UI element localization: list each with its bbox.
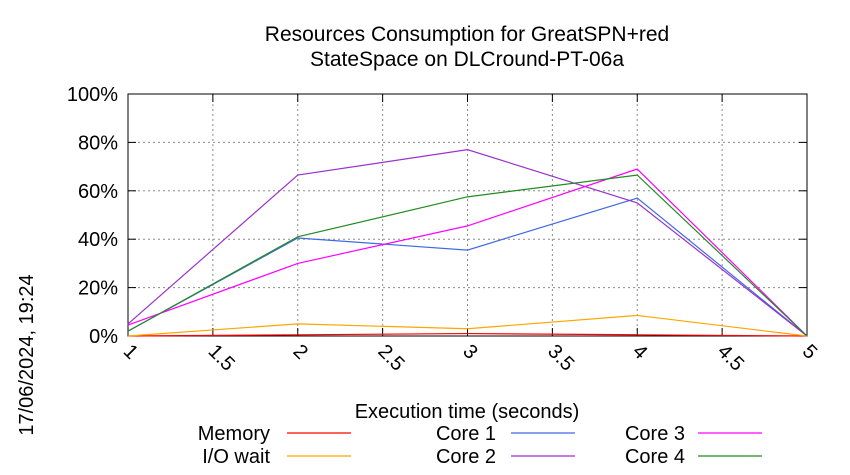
series-line-core-1 — [127, 197, 808, 337]
series-line-core-2 — [127, 149, 808, 337]
legend-label: Core 1 — [436, 423, 496, 445]
y-tick-label: 80% — [78, 132, 118, 154]
legend-item: Memory — [198, 423, 351, 445]
x-tick-label: 1 — [119, 340, 142, 363]
x-tick-label: 2.5 — [373, 340, 408, 375]
legend-item: Core 4 — [625, 446, 762, 468]
legend-item: Core 2 — [436, 446, 575, 468]
y-axis-ticks: 0% 20% 40% 60% 80% 100% — [67, 84, 807, 348]
x-tick-label: 4.5 — [713, 340, 748, 375]
legend-label: Core 4 — [625, 446, 685, 468]
legend-item: Core 3 — [625, 423, 762, 445]
legend-item: I/O wait — [202, 446, 351, 468]
y-tick-label: 40% — [78, 229, 118, 251]
y-tick-label: 60% — [78, 181, 118, 203]
series-line-core-4 — [127, 174, 808, 337]
chart-title-line-2: StateSpace on DLCround-PT-06a — [310, 48, 624, 71]
x-tick-label: 3.5 — [543, 340, 578, 375]
y-tick-label: 100% — [67, 84, 118, 106]
x-tick-label: 2 — [289, 340, 312, 363]
x-tick-label: 3 — [458, 340, 481, 363]
x-tick-label: 1.5 — [204, 340, 239, 375]
legend-label: I/O wait — [202, 446, 270, 468]
x-axis-label: Execution time (seconds) — [355, 401, 580, 423]
chart-title-line-1: Resources Consumption for GreatSPN+red — [265, 23, 669, 46]
series-line-memory — [127, 332, 808, 337]
timestamp-label: 17/06/2024, 19:24 — [16, 274, 38, 435]
series-line-i-o-wait — [127, 314, 808, 337]
y-tick-label: 20% — [78, 278, 118, 300]
x-tick-label: 5 — [798, 340, 821, 363]
legend-label: Core 3 — [625, 423, 685, 445]
legend-item: Core 1 — [436, 423, 575, 445]
grid — [128, 94, 807, 336]
legend-label: Memory — [198, 423, 270, 445]
series-line-core-3 — [127, 168, 808, 337]
y-tick-label: 0% — [89, 326, 118, 348]
series-lines — [127, 149, 808, 337]
legend-label: Core 2 — [436, 446, 496, 468]
x-tick-label: 4 — [628, 340, 651, 363]
